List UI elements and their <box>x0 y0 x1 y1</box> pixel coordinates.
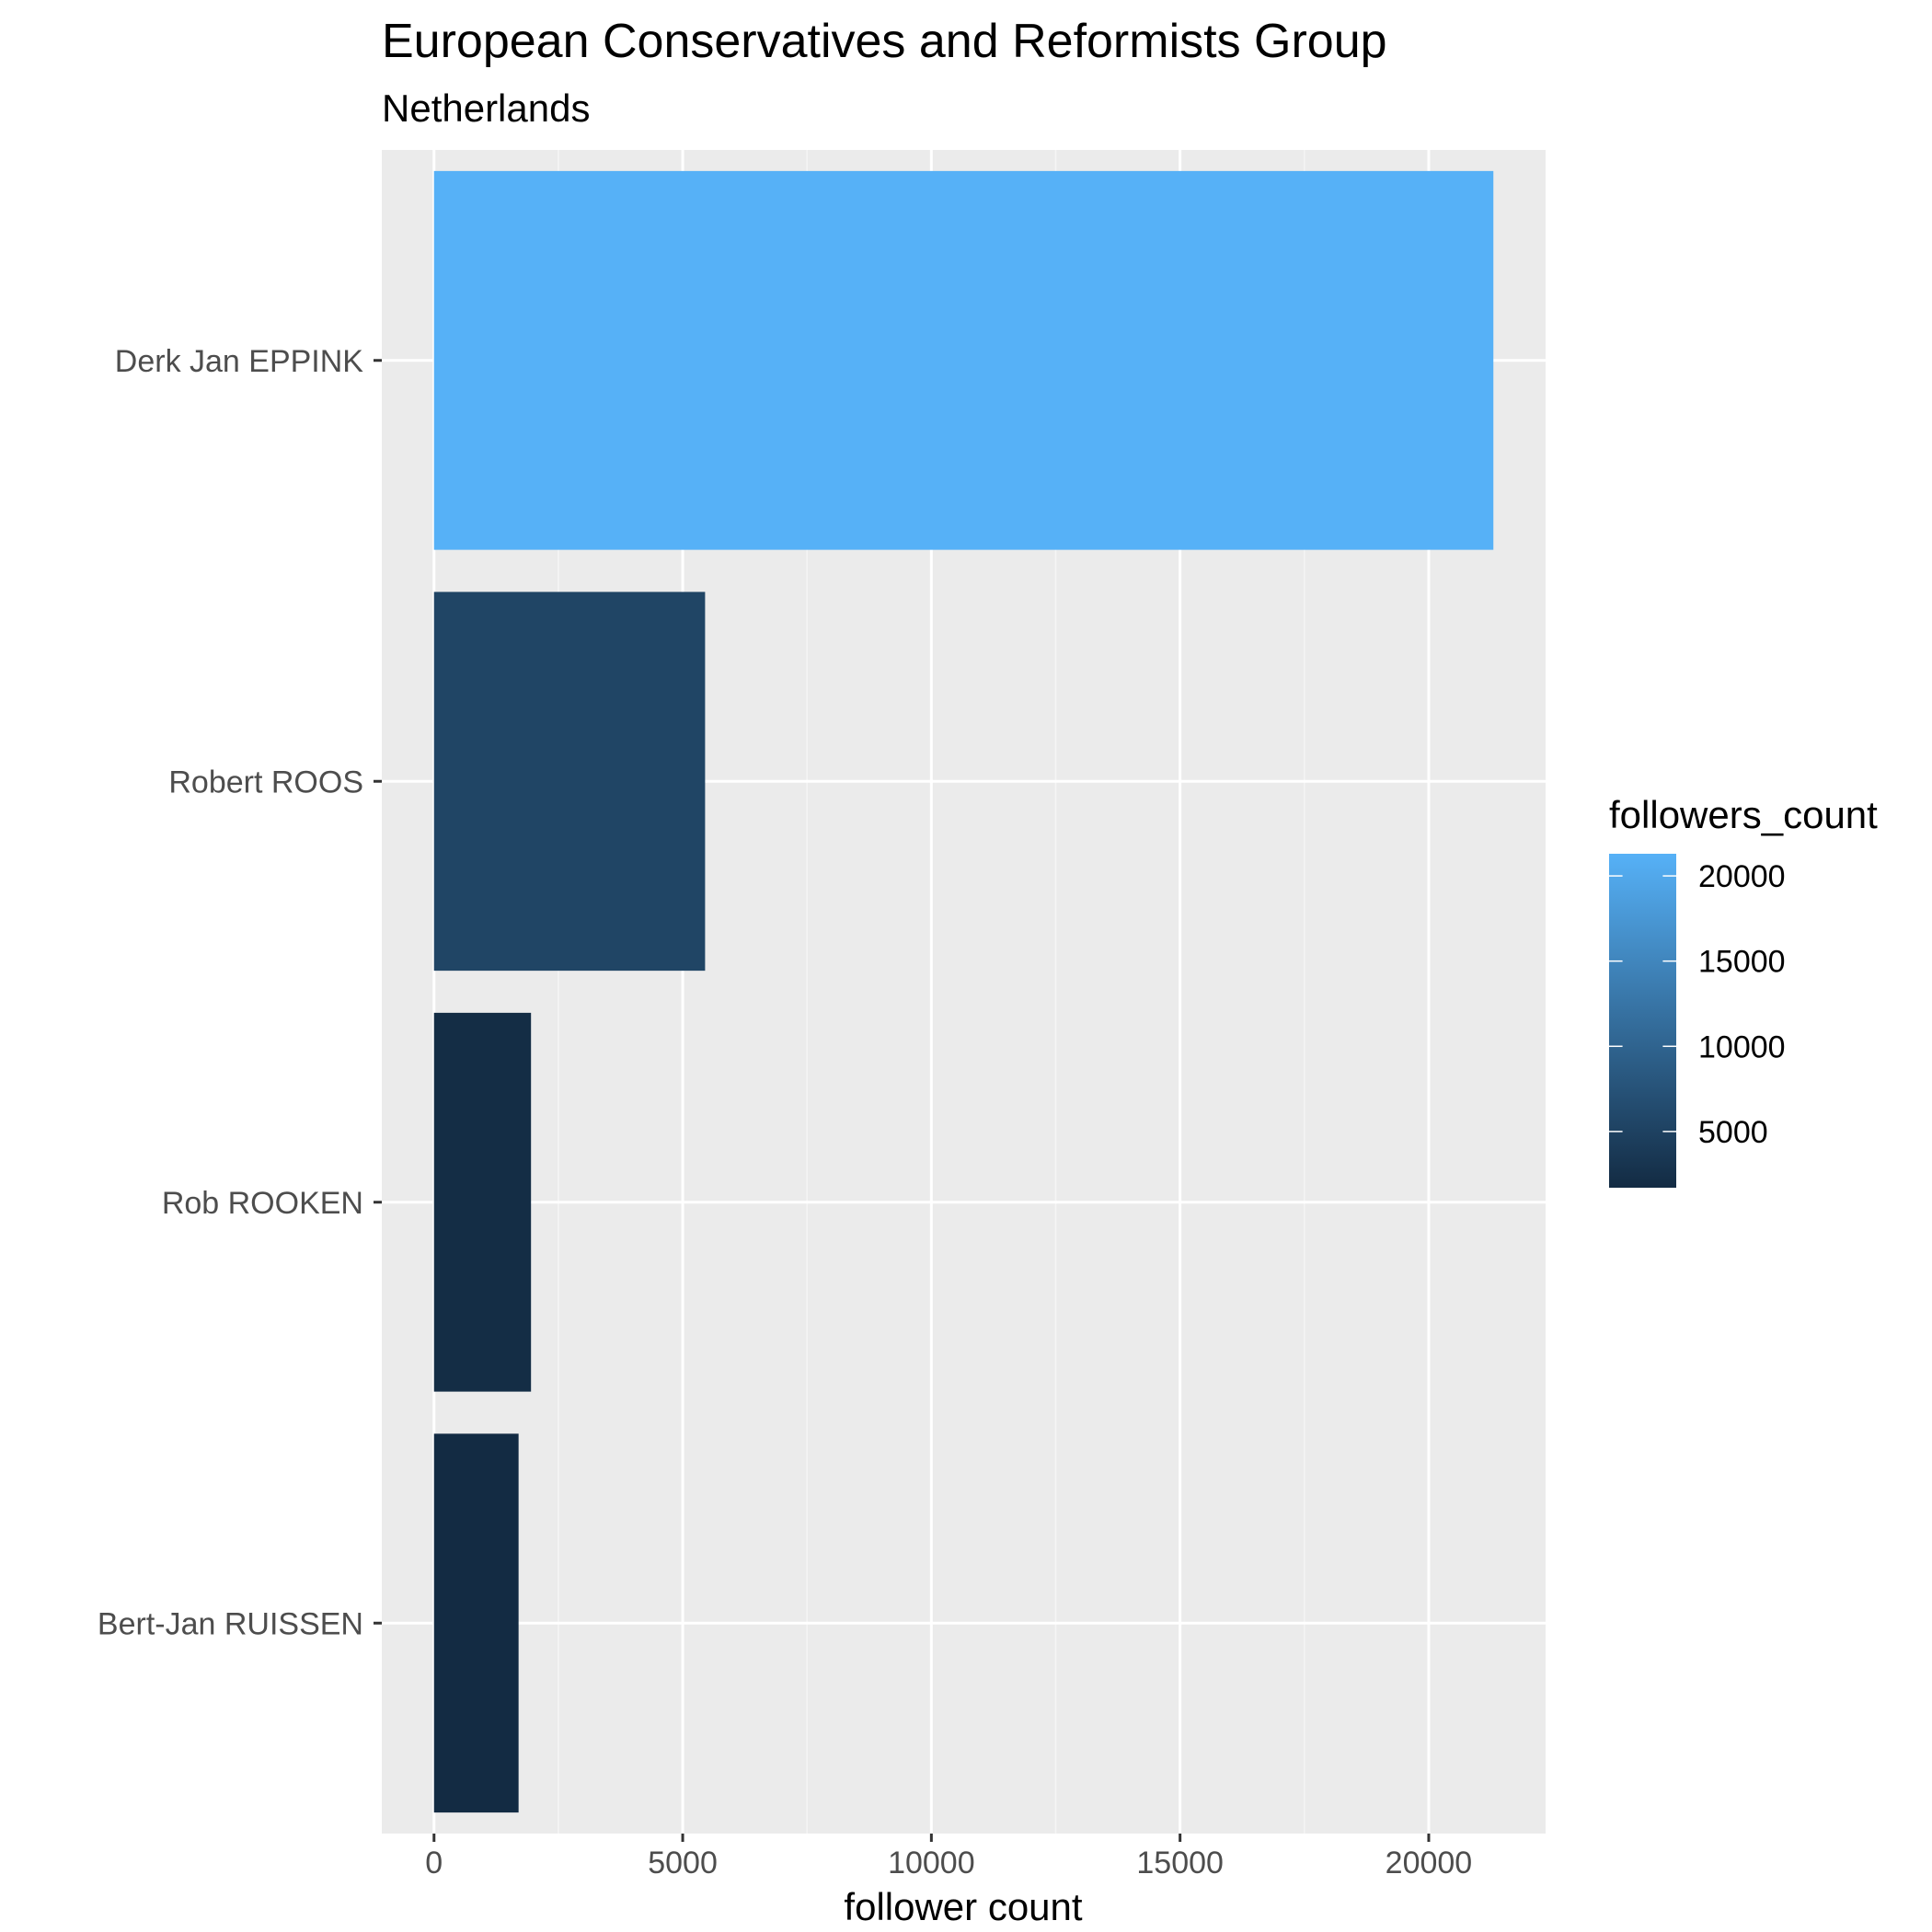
legend-label: 5000 <box>1698 1115 1768 1150</box>
x-tick-label: 20000 <box>1386 1846 1473 1880</box>
x-tick-label: 10000 <box>888 1846 975 1880</box>
bar <box>433 1012 532 1392</box>
y-tick-label: Rob ROOKEN <box>162 1186 363 1221</box>
chart-subtitle: Netherlands <box>382 86 590 130</box>
chart-title: European Conservatives and Reformists Gr… <box>382 15 1387 68</box>
bar <box>433 592 706 972</box>
color-legend: followers_count 5000 10000 15000 20000 <box>1609 793 1878 1188</box>
legend-label: 15000 <box>1698 945 1786 980</box>
y-tick-label: Derk Jan EPPINK <box>115 344 364 379</box>
x-tick-label: 15000 <box>1136 1846 1224 1880</box>
legend-ticks: 5000 10000 15000 20000 <box>1609 859 1786 1150</box>
legend-label: 10000 <box>1698 1029 1786 1064</box>
legend-colorbar <box>1609 854 1676 1188</box>
x-tick-label: 0 <box>425 1846 443 1880</box>
x-axis-title: follower count <box>844 1885 1082 1928</box>
y-tick-label: Robert ROOS <box>168 765 363 799</box>
bars <box>433 170 1494 1813</box>
bar <box>433 1433 519 1813</box>
x-axis: 0 5000 10000 15000 20000 <box>425 1834 1472 1880</box>
y-tick-label: Bert-Jan RUISSEN <box>98 1606 363 1641</box>
legend-label: 20000 <box>1698 859 1786 894</box>
bar <box>433 170 1494 550</box>
x-tick-label: 5000 <box>648 1846 718 1880</box>
legend-title: followers_count <box>1609 793 1878 836</box>
y-axis: Derk Jan EPPINK Robert ROOS Rob ROOKEN Bert… <box>98 344 382 1641</box>
